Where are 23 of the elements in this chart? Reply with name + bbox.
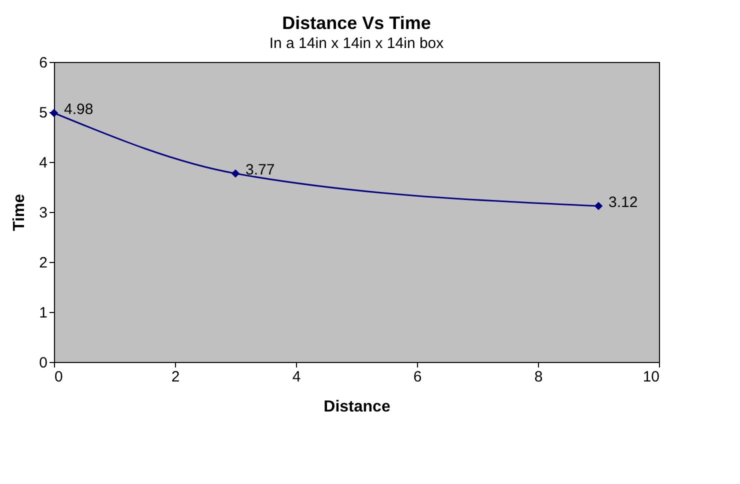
- point: [594, 202, 603, 210]
- point: [231, 169, 240, 178]
- y-tick-label: 2: [39, 254, 48, 272]
- data-label: 3.12: [608, 194, 638, 211]
- x-tick-label: 0: [54, 368, 63, 386]
- y-tick-label: 4: [39, 154, 48, 172]
- x-tick-label: 8: [534, 368, 543, 386]
- point: [50, 108, 58, 118]
- x-tick-label: 2: [171, 368, 180, 386]
- data-label: 3.77: [246, 162, 275, 178]
- y-tick-label: 1: [39, 304, 48, 322]
- x-tick-label: 6: [413, 368, 422, 386]
- y-tick-label: 3: [39, 204, 48, 222]
- y-axis-title: Time: [11, 194, 28, 232]
- y-tick-label: 5: [39, 104, 48, 122]
- x-tick-label: 4: [292, 368, 301, 386]
- data-label: 4.98: [64, 101, 94, 118]
- x-axis-title: Distance: [324, 398, 390, 416]
- x-tick-label: 10: [642, 368, 660, 386]
- chart-title: Distance Vs Time: [282, 13, 431, 33]
- y-tick-label: 6: [39, 54, 48, 72]
- chart-subtitle: In a 14in x 14in x 14in box: [269, 35, 444, 52]
- y-tick-label: 0: [39, 354, 48, 372]
